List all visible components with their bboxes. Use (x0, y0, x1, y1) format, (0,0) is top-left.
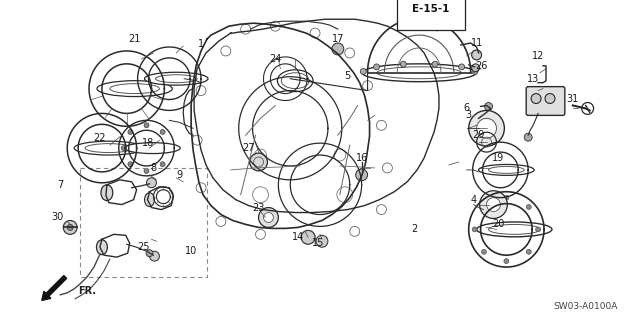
Text: 11: 11 (470, 38, 483, 48)
Text: 19: 19 (492, 153, 504, 163)
Circle shape (481, 204, 486, 210)
Text: 2: 2 (411, 224, 417, 234)
Circle shape (524, 133, 532, 141)
Circle shape (472, 227, 477, 232)
Circle shape (128, 130, 133, 134)
Circle shape (160, 130, 165, 134)
Ellipse shape (377, 67, 461, 79)
FancyBboxPatch shape (526, 87, 565, 115)
Text: 9: 9 (176, 170, 182, 180)
Text: 20: 20 (492, 219, 504, 229)
Text: 8: 8 (150, 163, 157, 173)
Circle shape (486, 198, 500, 211)
Ellipse shape (125, 143, 180, 153)
Ellipse shape (488, 167, 524, 174)
Ellipse shape (477, 222, 552, 237)
Text: 6: 6 (463, 103, 470, 114)
Ellipse shape (479, 165, 534, 175)
Text: FR.: FR. (78, 286, 96, 296)
Text: 15: 15 (312, 238, 324, 248)
Circle shape (459, 64, 465, 70)
Circle shape (144, 168, 149, 174)
Ellipse shape (531, 93, 541, 103)
Circle shape (484, 102, 493, 110)
Circle shape (316, 235, 328, 247)
Ellipse shape (156, 75, 197, 83)
Text: 12: 12 (532, 51, 544, 61)
Text: 16: 16 (355, 153, 368, 163)
Circle shape (472, 50, 481, 60)
Circle shape (374, 64, 380, 70)
Circle shape (356, 169, 367, 181)
Circle shape (160, 162, 165, 167)
FancyArrow shape (42, 276, 67, 300)
Text: 28: 28 (441, 14, 453, 24)
Circle shape (472, 69, 478, 74)
Circle shape (264, 212, 273, 222)
Circle shape (477, 118, 497, 138)
Circle shape (536, 227, 541, 232)
Circle shape (400, 61, 406, 67)
Ellipse shape (110, 84, 159, 93)
Circle shape (360, 69, 366, 74)
Circle shape (259, 208, 278, 227)
Circle shape (526, 204, 531, 210)
Text: SW03-A0100A: SW03-A0100A (554, 302, 618, 311)
Text: 18: 18 (142, 138, 155, 148)
Ellipse shape (85, 144, 132, 152)
Text: 3: 3 (466, 110, 472, 120)
Circle shape (144, 123, 149, 128)
Circle shape (481, 249, 486, 254)
Ellipse shape (97, 81, 172, 97)
Circle shape (63, 220, 77, 234)
Circle shape (479, 191, 508, 219)
Ellipse shape (74, 141, 143, 155)
Circle shape (504, 259, 509, 263)
Ellipse shape (145, 72, 208, 85)
Circle shape (167, 145, 172, 151)
Text: 5: 5 (344, 71, 351, 81)
Text: 22: 22 (93, 133, 106, 143)
Ellipse shape (488, 225, 540, 234)
Ellipse shape (545, 93, 555, 103)
Text: 24: 24 (269, 54, 282, 64)
Circle shape (67, 225, 73, 230)
Circle shape (301, 230, 315, 244)
Text: 21: 21 (129, 34, 141, 44)
Text: 23: 23 (252, 203, 265, 212)
Text: 30: 30 (51, 212, 63, 222)
Text: 27: 27 (243, 143, 255, 153)
Circle shape (504, 195, 509, 200)
Ellipse shape (97, 240, 108, 255)
Text: 25: 25 (138, 242, 150, 252)
Circle shape (146, 250, 153, 257)
Circle shape (472, 64, 479, 72)
Ellipse shape (145, 193, 154, 207)
Circle shape (147, 178, 156, 188)
Circle shape (128, 162, 133, 167)
Text: 29: 29 (472, 130, 484, 140)
Text: 4: 4 (470, 195, 477, 205)
Circle shape (121, 145, 126, 151)
Text: 17: 17 (332, 34, 344, 44)
Text: 7: 7 (57, 180, 63, 190)
Circle shape (150, 251, 159, 261)
Text: 1: 1 (198, 39, 204, 49)
Circle shape (250, 153, 268, 171)
Ellipse shape (101, 185, 113, 201)
Circle shape (468, 110, 504, 146)
Circle shape (526, 249, 531, 254)
Ellipse shape (362, 64, 476, 82)
Text: 10: 10 (185, 246, 197, 256)
Text: 13: 13 (527, 74, 540, 84)
Circle shape (332, 43, 344, 55)
Text: 14: 14 (292, 232, 304, 242)
Text: 31: 31 (566, 93, 579, 104)
Bar (80, 168, 207, 277)
Text: 26: 26 (476, 61, 488, 71)
Text: E-15-1: E-15-1 (412, 4, 450, 14)
Circle shape (432, 61, 438, 67)
